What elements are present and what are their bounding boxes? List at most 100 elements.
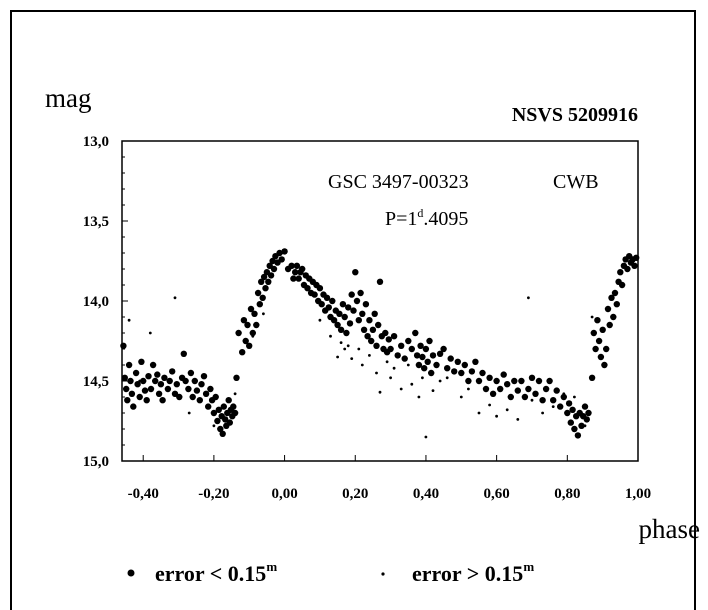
data-point-large [440,345,447,353]
data-point-large [479,369,486,377]
data-point-large [214,417,221,425]
data-point-large [581,403,589,410]
data-point-large [329,297,336,305]
data-point-small [166,387,170,391]
star-name-annotation: GSC 3497-00323 [328,171,469,193]
data-point-large [258,278,265,285]
data-point-large [539,397,546,404]
data-point-large [475,377,483,385]
data-point-small [343,347,347,351]
data-point-large [337,326,345,333]
data-point-large [465,377,472,385]
data-point-large [200,373,208,380]
data-point-large [421,365,428,372]
data-point-large [601,361,608,369]
data-point-large [371,310,378,317]
legend-label-large: error < 0.15m [155,559,277,586]
data-point-large [472,358,479,365]
legend-marker-large-dot [127,569,135,577]
data-point-large [343,329,350,337]
data-point-small [417,395,421,399]
data-point-small [262,312,265,316]
data-point-large [225,397,232,404]
data-point-large [369,326,377,333]
data-point-large [128,390,136,397]
data-point-large [413,352,421,359]
data-point-small [438,379,442,383]
data-point-large [592,345,599,353]
data-point-large [350,307,357,314]
data-point-large [154,371,161,378]
data-point-large [246,342,253,349]
data-point-small [583,424,587,428]
data-point-large [140,377,147,385]
data-point-large [230,403,237,410]
data-point-large [130,403,137,410]
data-point-large [525,385,532,393]
x-tick-label: 0,00 [271,486,297,502]
data-point-small [477,411,481,415]
data-point-small [516,418,520,421]
data-point-large [583,416,590,423]
data-point-large [346,320,354,327]
x-tick-label: -0,20 [198,486,229,502]
data-point-small [527,296,530,300]
data-point-large [375,321,382,329]
data-point-small [368,354,371,357]
data-point-large [390,333,398,340]
data-point-large [444,365,451,372]
data-point-large [231,409,239,417]
data-point-large [433,361,440,369]
data-point-large [458,369,465,377]
data-point-large [532,390,539,397]
data-point-large [521,393,529,401]
data-point-large [373,342,380,349]
data-point-large [394,352,401,359]
data-point-large [134,381,141,388]
data-point-large [159,397,166,404]
data-point-small [495,414,498,418]
data-point-large [353,297,361,305]
data-point-small [148,331,152,335]
data-point-large [468,368,476,375]
data-point-large [316,285,324,292]
data-point-large [360,326,368,333]
data-point-large [546,377,553,385]
data-point-small [573,395,576,399]
data-point-large [595,337,603,345]
data-point-large [136,393,143,401]
data-point-large [143,397,150,404]
data-point-large [185,385,192,393]
data-point-large [366,317,373,324]
data-point-large [334,321,341,329]
data-point-small [378,390,382,394]
data-point-large [387,345,394,353]
data-point-large [323,294,331,301]
data-point-large [567,419,574,426]
data-point-small [541,411,544,415]
data-point-large [339,301,347,308]
data-point-large [325,304,332,311]
data-point-small [445,376,449,380]
data-point-large [631,262,638,269]
data-point-large [262,285,269,292]
y-tick-label: 13,5 [83,214,109,230]
data-point-large [215,406,222,413]
data-point-large [405,337,412,345]
data-point-large [613,301,620,308]
data-point-large [202,390,210,397]
data-point-large [357,289,364,297]
data-point-large [304,285,311,292]
data-point-small [375,371,378,375]
data-point-large [565,400,573,407]
data-point-large [364,333,371,340]
y-tick-label: 15,0 [83,454,109,470]
data-point-large [564,409,571,417]
data-point-small [318,318,322,322]
data-point-large [507,393,514,401]
data-point-large [149,361,157,369]
data-point-large [422,345,430,353]
data-point-large [193,387,201,394]
y-axis-label: mag [45,83,92,113]
chart-title: NSVS 5209916 [512,104,638,126]
